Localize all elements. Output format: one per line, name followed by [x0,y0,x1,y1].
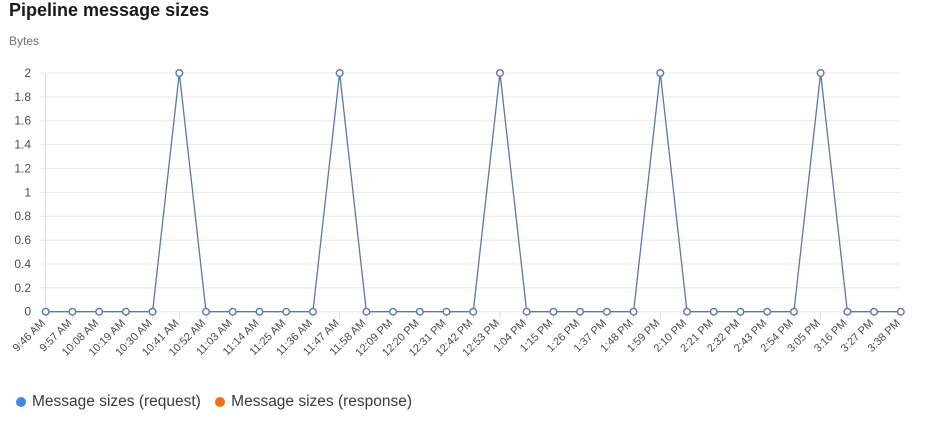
svg-text:2: 2 [24,66,31,80]
svg-text:1.8: 1.8 [14,90,31,104]
svg-text:1.4: 1.4 [14,138,31,152]
svg-text:0.4: 0.4 [14,257,31,271]
svg-text:0: 0 [24,305,31,319]
svg-text:0.6: 0.6 [14,233,31,247]
svg-text:1.2: 1.2 [14,161,31,175]
svg-text:0.8: 0.8 [14,209,31,223]
svg-text:1: 1 [24,185,31,199]
svg-text:0.2: 0.2 [14,281,31,295]
svg-text:1.6: 1.6 [14,114,31,128]
